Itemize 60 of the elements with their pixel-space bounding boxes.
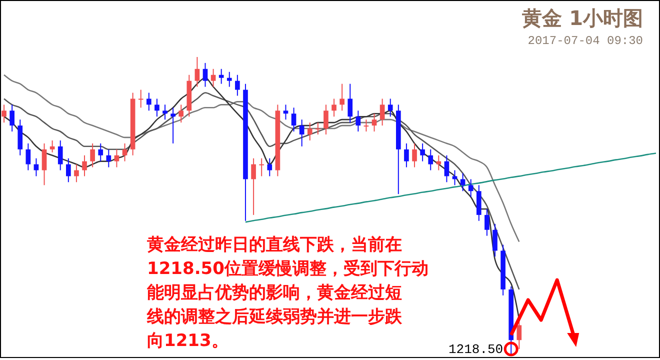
candlestick	[210, 68, 216, 88]
candlestick	[476, 184, 482, 222]
candlestick	[226, 71, 232, 88]
candlestick	[154, 98, 160, 118]
chart-subtitle: 2017-07-04 09:30	[528, 34, 643, 48]
candlestick	[460, 172, 466, 192]
candlestick	[251, 158, 256, 216]
candlestick	[468, 178, 474, 198]
candlestick	[452, 170, 458, 186]
candlestick	[267, 158, 272, 177]
candlestick	[283, 104, 288, 120]
annotation: 1218.50	[448, 342, 504, 357]
candlestick	[42, 142, 47, 186]
candlestick	[114, 148, 120, 168]
candlestick	[412, 142, 417, 168]
candlestick	[74, 164, 79, 183]
candlestick	[90, 142, 95, 168]
candlestick	[420, 142, 425, 162]
candlestick	[82, 154, 87, 177]
candlestick	[122, 142, 128, 162]
candlestick	[356, 110, 361, 132]
candlestick	[436, 154, 442, 171]
candlestick	[146, 92, 152, 112]
candlestick	[50, 140, 55, 153]
candlestick	[299, 119, 304, 147]
candlestick	[388, 98, 393, 118]
candlestick	[404, 142, 409, 168]
candlestick	[26, 142, 31, 171]
candlestick	[492, 223, 498, 258]
candlestick	[162, 104, 168, 120]
candlestick	[58, 140, 63, 171]
candlestick	[324, 104, 328, 135]
annotation: 黄金经过昨日的直线下跌，当前在1218.50位置缓慢调整，受到下行动能明显占优势的影响，黄金经过短线的调整之后延续弱势并进一步跌向1213。	[146, 235, 428, 351]
candlestick	[428, 148, 434, 171]
candlestick	[444, 154, 450, 183]
candlestick	[364, 119, 369, 132]
candlestick	[484, 208, 490, 236]
candlestick	[340, 83, 344, 112]
candlestick	[259, 158, 264, 177]
candlestick	[380, 98, 385, 126]
candlestick	[307, 122, 312, 141]
candlestick	[66, 158, 71, 183]
candlestick	[10, 104, 14, 132]
candlestick	[202, 62, 208, 88]
candlestick	[138, 89, 144, 108]
candlestick	[98, 142, 104, 162]
candlestick	[372, 113, 377, 132]
candlestick	[348, 83, 353, 124]
candlestick	[235, 74, 240, 96]
chart-title: 黄金 1小时图	[521, 6, 643, 30]
candlestick	[106, 148, 112, 168]
candlestick	[170, 107, 176, 144]
candlestick	[178, 104, 184, 124]
candlestick	[218, 68, 224, 84]
candlestick	[2, 104, 6, 124]
candlestick	[18, 119, 23, 156]
candlestick	[291, 107, 296, 132]
candlestick	[332, 98, 336, 118]
candlestick	[194, 56, 200, 88]
candlestick	[316, 122, 320, 135]
